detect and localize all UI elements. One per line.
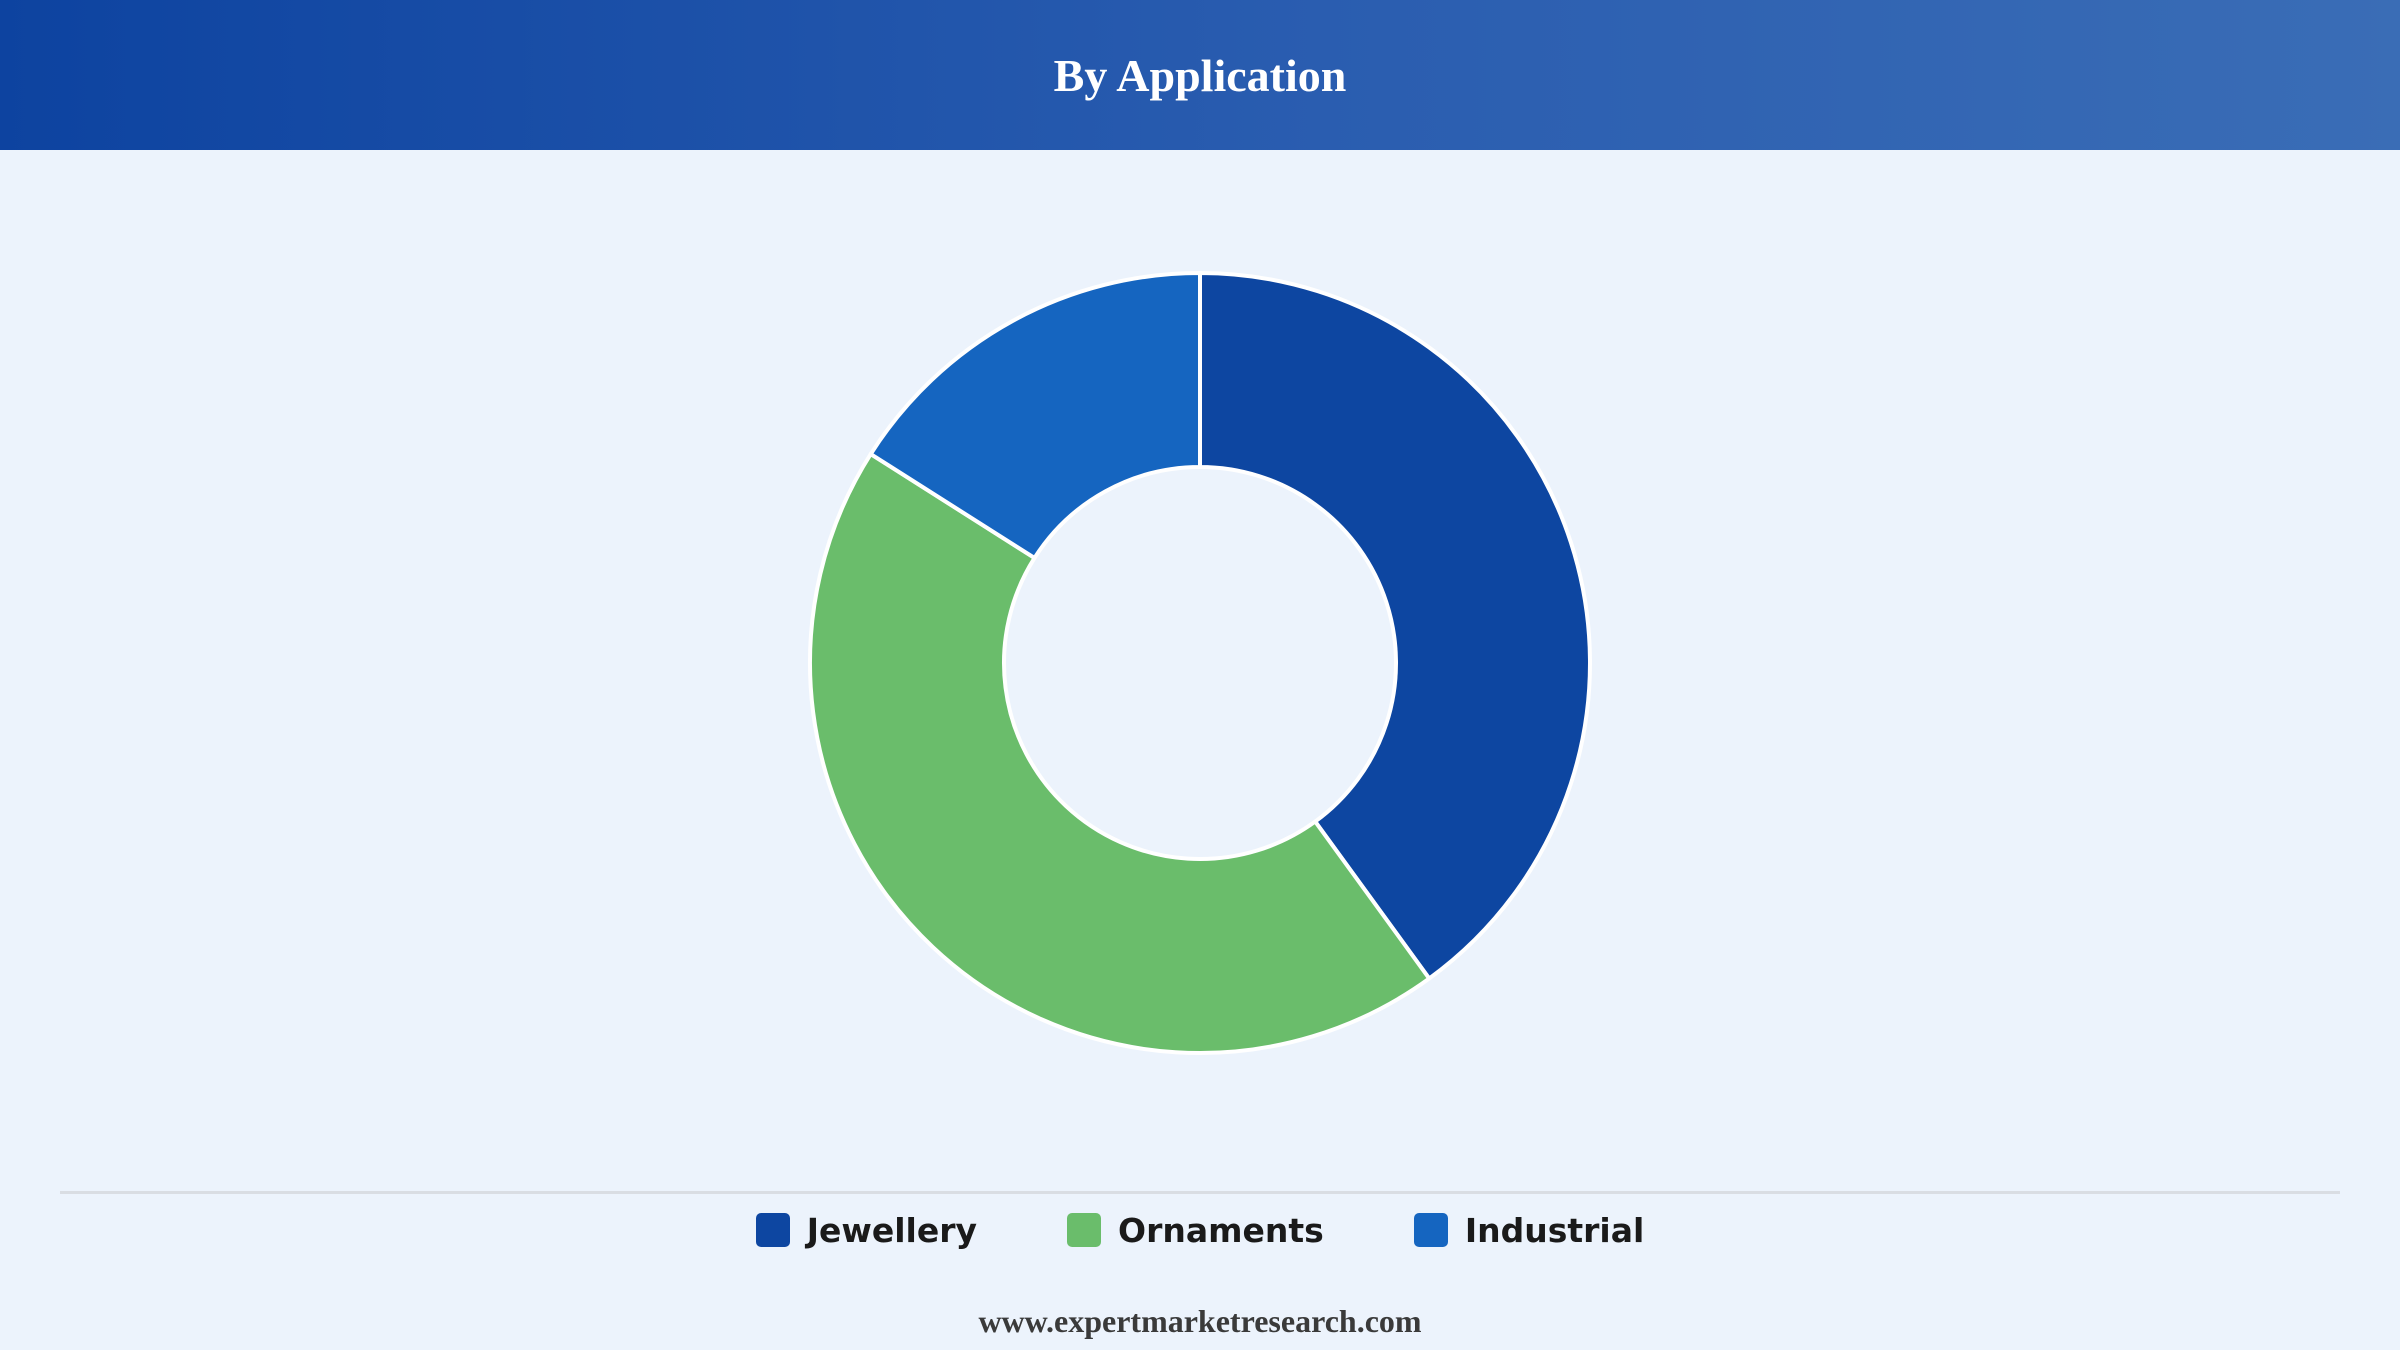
legend-swatch-jewellery [755, 1213, 790, 1247]
footer: www.expertmarketresearch.com [0, 1296, 2400, 1346]
donut-chart [808, 271, 1592, 1056]
legend-swatch-industrial [1413, 1213, 1448, 1247]
chart-title: By Application [1053, 49, 1347, 101]
legend-label-industrial: Industrial [1464, 1210, 1645, 1250]
legend-label-jewellery: Jewellery [806, 1210, 978, 1250]
slice-jewellery[interactable] [1198, 271, 1592, 981]
legend: Jewellery Ornaments Industrial [0, 1208, 2400, 1252]
legend-label-ornaments: Ornaments [1118, 1210, 1324, 1250]
legend-swatch-ornaments [1067, 1213, 1102, 1247]
legend-item-industrial[interactable]: Industrial [1413, 1210, 1645, 1250]
slice-industrial[interactable] [868, 271, 1202, 560]
slice-ornaments[interactable] [808, 452, 1432, 1056]
source-url[interactable]: www.expertmarketresearch.com [978, 1302, 1422, 1339]
legend-divider [60, 1191, 2340, 1194]
header-banner: By Application [0, 0, 2400, 150]
legend-item-ornaments[interactable]: Ornaments [1067, 1211, 1324, 1250]
legend-item-jewellery[interactable]: Jewellery [755, 1210, 978, 1250]
